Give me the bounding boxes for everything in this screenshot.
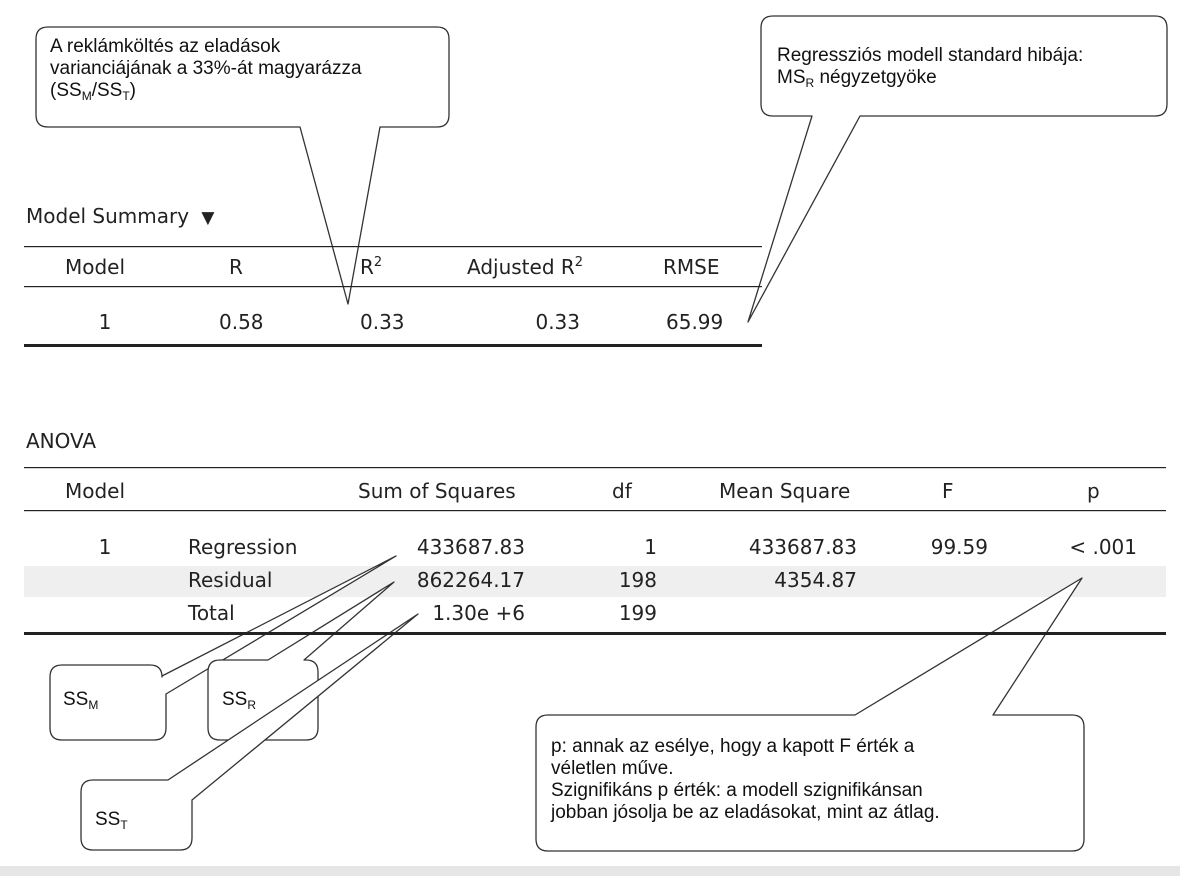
anova-cell-ss: 433687.83 xyxy=(416,535,525,559)
anova-cell-label: Total xyxy=(188,601,235,625)
anova-cell-df: 198 xyxy=(618,568,657,592)
callout-p-text: p: annak az esélye, hogy a kapott F érté… xyxy=(551,736,940,823)
callout-rmse-text: Regressziós modell standard hibája: MSR … xyxy=(777,45,1084,90)
cell-model: 1 xyxy=(98,310,112,334)
anova-header-f: F xyxy=(942,479,954,503)
anova-cell-label: Residual xyxy=(188,568,273,592)
cell-rmse: 65.99 xyxy=(666,310,724,334)
cell-r: 0.58 xyxy=(219,310,264,334)
anova-cell-label: Regression xyxy=(188,535,298,559)
anova-header-p: p xyxy=(1087,479,1100,503)
col-header-r: R xyxy=(229,255,243,279)
anova-cell-ms: 433687.83 xyxy=(748,535,857,559)
anova-header-mean-square: Mean Square xyxy=(719,479,851,503)
callout-ssm-shape xyxy=(49,555,397,741)
anova-title: ANOVA xyxy=(26,429,97,453)
anova-cell-f: 99.59 xyxy=(930,535,988,559)
anova-cell-ss: 862264.17 xyxy=(416,568,525,592)
callout-ssr-shape xyxy=(207,581,395,741)
cell-adjusted-r2: 0.33 xyxy=(535,310,580,334)
bottom-scroll-band xyxy=(0,866,1180,876)
callout-p-shape xyxy=(535,577,1085,852)
callout-sst-text: SST xyxy=(95,809,128,832)
anova-cell-df: 1 xyxy=(644,535,657,559)
model-summary-title: Model Summary ▼ xyxy=(26,204,215,228)
residual-row-band xyxy=(24,566,1166,597)
col-header-adjusted-r2: Adjusted R2 xyxy=(467,255,584,279)
anova-header-model: Model xyxy=(64,479,126,503)
col-header-rmse: RMSE xyxy=(663,255,720,279)
callout-r2-text: A reklámköltés az eladások varianciájána… xyxy=(50,36,362,103)
callout-r2-shape xyxy=(35,26,450,305)
col-header-r2: R2 xyxy=(360,255,383,279)
anova-cell-ss: 1.30e +6 xyxy=(432,601,525,625)
callout-rmse-shape xyxy=(747,15,1168,323)
triangle-down-icon[interactable]: ▼ xyxy=(201,208,215,228)
anova-cell-df: 199 xyxy=(618,601,657,625)
anova-header-sum-of-squares: Sum of Squares xyxy=(358,479,516,503)
callout-ssm-text: SSM xyxy=(63,689,99,712)
anova-cell-model: 1 xyxy=(98,535,112,559)
callout-sst-shape xyxy=(80,613,419,851)
anova-cell-p: < .001 xyxy=(1069,535,1137,559)
anova-cell-ms: 4354.87 xyxy=(774,568,857,592)
anova-header-df: df xyxy=(612,479,632,503)
callout-ssr-text: SSR xyxy=(222,689,257,712)
cell-r2: 0.33 xyxy=(360,310,405,334)
col-header-model: Model xyxy=(64,255,126,279)
